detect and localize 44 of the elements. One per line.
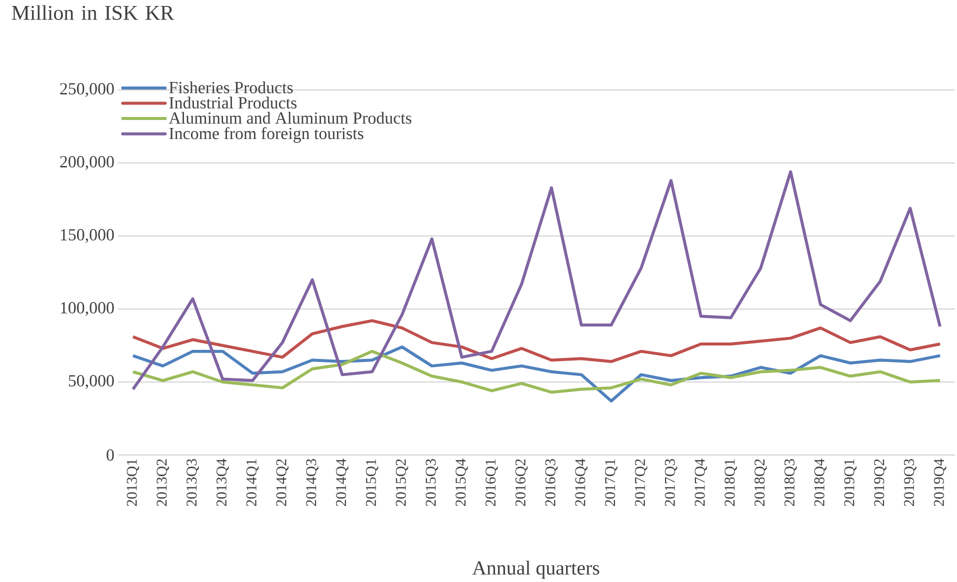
y-tick-label: 100,000: [60, 302, 114, 316]
x-tick-label: 2015Q3: [426, 459, 438, 506]
line-series: [131, 345, 942, 402]
y-axis-title: Million in ISK KR: [12, 5, 174, 20]
x-tick-label: 2014Q1: [246, 459, 259, 506]
x-tick-label: 2019Q1: [844, 459, 857, 506]
x-tick-label: 2017Q1: [605, 459, 618, 506]
x-tick-label: 2016Q4: [575, 458, 588, 506]
x-tick-label: 2018Q1: [724, 459, 737, 506]
x-tick-label: 2014Q2: [276, 459, 289, 506]
x-tick-label: 2018Q4: [814, 458, 827, 506]
x-tick-label: 2013Q1: [126, 459, 140, 506]
x-axis-title: Annual quarters: [472, 560, 600, 579]
x-tick-label: 2014Q3: [306, 459, 318, 506]
x-tick-label: 2018Q2: [754, 459, 767, 506]
x-tick-label: 2017Q4: [694, 458, 708, 506]
legend-label: Fisheries Products: [169, 81, 293, 94]
x-tick-label: 2016Q3: [545, 459, 558, 506]
y-tick-label: 200,000: [60, 156, 114, 170]
line-series: [131, 170, 942, 391]
x-tick-label: 2013Q2: [156, 459, 170, 506]
y-tick-label: 50,000: [68, 375, 114, 389]
x-tick-label: 2015Q4: [456, 458, 468, 506]
x-tick-label: 2017Q2: [634, 459, 648, 506]
x-tick-label: 2014Q4: [336, 458, 348, 506]
legend-label: Industrial Products: [169, 96, 297, 109]
y-tick-label: 250,000: [60, 83, 114, 97]
x-tick-label: 2015Q2: [396, 459, 408, 506]
x-tick-label: 2017Q3: [664, 459, 678, 506]
legend-label: Income from foreign tourists: [169, 127, 364, 143]
x-tick-label: 2016Q1: [485, 459, 498, 506]
x-tick-label: 2018Q3: [784, 459, 797, 506]
x-tick-label: 2019Q4: [934, 458, 946, 506]
x-tick-label: 2019Q2: [874, 459, 886, 506]
legend-label: Aluminum and Aluminum Products: [168, 112, 412, 124]
x-tick-label: 2013Q4: [216, 458, 229, 506]
x-tick-label: 2016Q2: [515, 459, 528, 506]
y-tick-label: 150,000: [60, 229, 114, 243]
line-series: [131, 319, 942, 364]
x-tick-label: 2015Q1: [366, 459, 378, 506]
x-tick-label: 2013Q3: [186, 459, 199, 506]
line-series: [131, 350, 942, 394]
y-tick-label: 0: [106, 449, 114, 461]
x-tick-label: 2019Q3: [904, 459, 916, 506]
